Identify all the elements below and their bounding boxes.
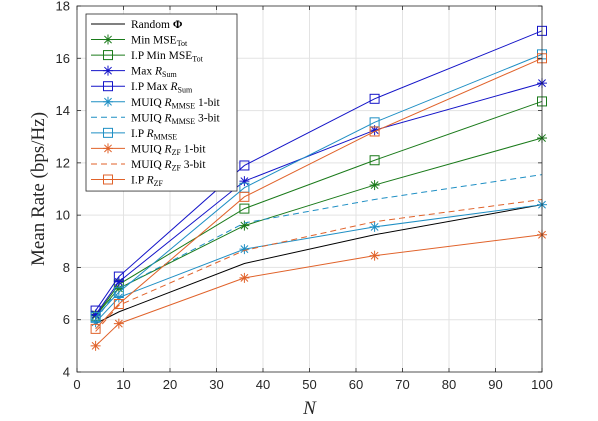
series-9 [95,198,543,332]
y-axis-title: Mean Rate (bps/Hz) [28,112,49,266]
y-tick-label: 12 [56,155,70,170]
legend-entry: Max RSum [91,65,177,80]
legend-label: MUIQ RZF 1-bit [131,143,206,157]
x-tick-label: 100 [531,377,553,392]
legend-swatch-marker [103,96,113,107]
data-point [369,250,380,261]
x-tick-label: 90 [488,377,502,392]
data-point [113,271,124,282]
y-tick-label: 16 [56,51,70,66]
y-tick-label: 6 [63,312,70,327]
data-point [239,160,250,171]
legend-entry: I.P Min MSETot [91,50,204,64]
legend-swatch-marker [103,143,113,154]
legend-entry: I.P Max RSum [91,81,193,95]
legend-swatch-marker [103,127,113,138]
legend-label: MUIQ RMMSE 3-bit [131,112,221,126]
x-tick-label: 30 [209,377,223,392]
x-tick-label: 20 [163,377,177,392]
legend-swatch-marker [103,65,113,76]
data-point [369,221,380,232]
x-tick-label: 10 [116,377,130,392]
data-point [369,93,380,104]
series-line [95,100,543,317]
legend-entry: I.P RZF [91,174,163,189]
legend-label: MUIQ RZF 3-bit [131,159,206,173]
legend-entry: Random Φ [91,19,183,31]
legend-swatch-marker [103,50,113,61]
data-point [90,323,101,334]
legend-label: I.P RMMSE [131,128,177,142]
x-tick-label: 70 [395,377,409,392]
series-line [95,30,543,311]
x-tick-label: 0 [73,377,80,392]
data-point [369,180,380,191]
legend-label: Max RSum [131,66,177,80]
legend-label: I.P RZF [131,175,163,189]
legend-label: MUIQ RMMSE 1-bit [131,97,221,111]
y-tick-label: 14 [56,103,70,118]
legend-entry: MUIQ RMMSE 1-bit [91,96,221,111]
y-tick-label: 10 [56,208,70,223]
series-line [95,174,543,321]
series-line [95,204,543,325]
series-line [95,53,543,318]
y-tick-label: 4 [63,365,70,380]
legend-label: I.P Min MSETot [131,50,204,64]
legend-swatch-marker [103,81,113,92]
x-tick-label: 80 [442,377,456,392]
data-point [239,191,250,202]
data-point [369,126,380,137]
legend-label: Min MSETot [131,35,188,49]
data-point [239,176,250,187]
legend-entry: MUIQ RMMSE 3-bit [91,112,221,126]
data-point [113,299,124,310]
x-axis-title: N [302,398,317,419]
data-point [369,155,380,166]
series-line [95,198,543,332]
y-tick-label: 18 [56,0,70,14]
series-line [95,57,543,330]
legend-swatch-marker [103,34,113,45]
data-point [113,318,124,329]
series-6 [95,174,543,321]
series-layer [90,25,547,351]
axis-ticks: 0 10 20 30 40 50 60 70 80 90 100 4 6 8 10 12 14 16 18 [56,0,553,392]
legend-box [85,13,238,192]
data-point [113,287,124,298]
series-0 [95,204,543,325]
data-point [239,203,250,214]
data-point [239,244,250,255]
legend-entry: I.P RMMSE [91,127,177,142]
data-point [239,220,250,231]
x-tick-label: 60 [349,377,363,392]
legend-entry: MUIQ RZF 3-bit [91,159,206,173]
x-tick-label: 50 [302,377,316,392]
legend-label: I.P Max RSum [131,81,193,95]
legend-entry: MUIQ RZF 1-bit [91,143,206,157]
data-point [90,312,101,323]
series-4 [90,25,547,316]
legend-entry: Min MSETot [91,34,188,49]
legend-swatch-marker [103,174,113,185]
y-tick-label: 8 [63,260,70,275]
data-point [239,272,250,283]
data-point [90,305,101,316]
legend-label: Random Φ [131,19,183,31]
data-point [90,340,101,351]
x-tick-label: 40 [256,377,270,392]
